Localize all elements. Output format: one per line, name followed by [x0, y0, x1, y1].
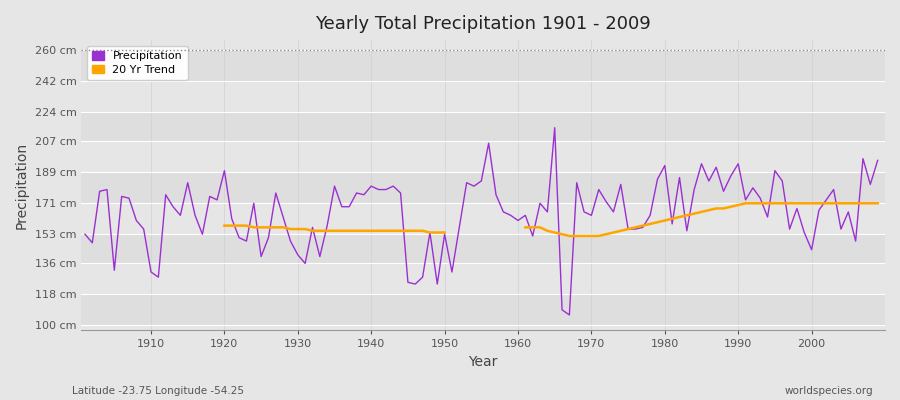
Text: worldspecies.org: worldspecies.org — [785, 386, 873, 396]
Bar — [81, 294, 885, 325]
Bar — [81, 81, 885, 112]
Title: Yearly Total Precipitation 1901 - 2009: Yearly Total Precipitation 1901 - 2009 — [315, 15, 651, 33]
Bar — [81, 112, 885, 142]
Legend: Precipitation, 20 Yr Trend: Precipitation, 20 Yr Trend — [86, 46, 188, 80]
Bar — [81, 50, 885, 81]
Bar — [81, 234, 885, 264]
Bar — [81, 264, 885, 294]
Y-axis label: Precipitation: Precipitation — [15, 142, 29, 229]
X-axis label: Year: Year — [469, 355, 498, 369]
Bar — [81, 172, 885, 203]
Text: Latitude -23.75 Longitude -54.25: Latitude -23.75 Longitude -54.25 — [72, 386, 244, 396]
Bar — [81, 203, 885, 234]
Bar — [81, 142, 885, 172]
